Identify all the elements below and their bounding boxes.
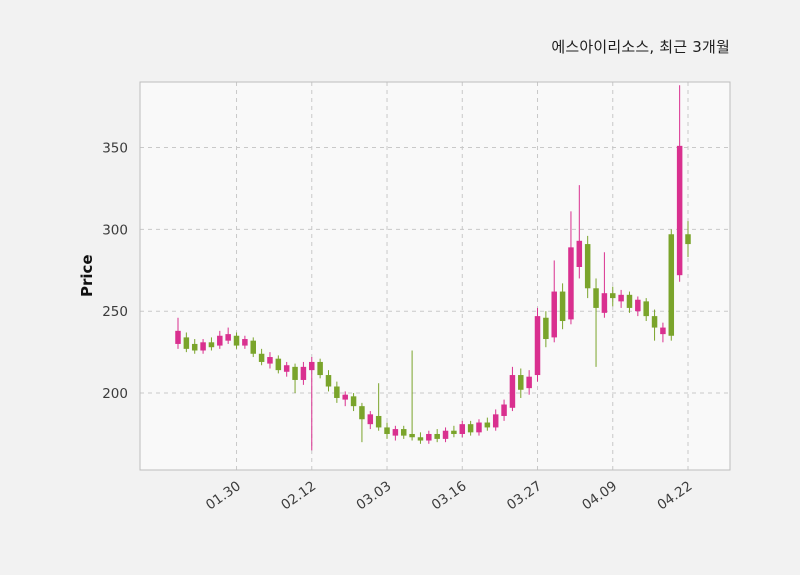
candle-body (233, 335, 240, 346)
candle-body (576, 240, 583, 267)
candle-body (309, 361, 315, 371)
candle-body (526, 376, 532, 389)
candle-body (668, 234, 675, 336)
candle-body (601, 293, 608, 313)
candle-body (350, 396, 357, 407)
plot-border (139, 81, 731, 471)
candle-body (660, 327, 666, 335)
candle-body (375, 415, 382, 428)
candle-body (258, 353, 265, 362)
candle-body (492, 414, 499, 428)
y-tick-label: 200 (102, 386, 128, 402)
candle-body (183, 337, 190, 349)
candle-body (250, 340, 256, 354)
candle-body (509, 375, 516, 408)
candle-body (543, 317, 549, 340)
candle-body (208, 342, 215, 348)
x-tick-label: 02.12 (278, 478, 319, 513)
candle-body (292, 366, 298, 380)
candle-body (568, 247, 574, 320)
candle-body (651, 316, 658, 328)
candle-body (384, 427, 390, 434)
x-tick-label: 04.22 (654, 478, 695, 513)
candle-body (676, 145, 683, 276)
y-tick-label: 350 (102, 140, 128, 156)
candle-body (317, 361, 323, 376)
candle-body (610, 293, 616, 299)
candle-body (534, 316, 541, 376)
candle-body (551, 291, 557, 338)
candle-body (325, 375, 332, 387)
candle-body (334, 386, 340, 398)
candle-body (200, 342, 206, 351)
candle-body (518, 375, 524, 390)
y-tick-label: 300 (102, 222, 128, 238)
candle-body (275, 358, 282, 371)
candle-body (392, 429, 399, 436)
candle-body (217, 335, 223, 346)
candle-body (459, 424, 466, 434)
y-tick-label: 250 (102, 304, 128, 320)
candle-body (434, 433, 440, 439)
candle-body (242, 339, 248, 346)
candle-body (451, 430, 457, 434)
candle-body (359, 406, 365, 420)
candle-body (175, 330, 181, 344)
candle-body (467, 424, 474, 433)
candle-body (342, 394, 348, 400)
candle-body (417, 437, 424, 441)
candle-body (559, 291, 566, 322)
candle-body (400, 429, 407, 436)
candle-body (476, 422, 482, 433)
x-tick-label: 03.27 (504, 478, 545, 513)
candle-body (643, 301, 649, 317)
x-tick-label: 04.09 (579, 478, 620, 513)
x-tick-label: 03.16 (429, 478, 470, 513)
candle-body (191, 343, 198, 351)
plot-area (140, 82, 730, 470)
chart-title: 에스아이리소스, 최근 3개월 (551, 38, 730, 56)
candle-body (300, 366, 307, 380)
candle-body (593, 288, 599, 308)
candle-body (409, 433, 415, 438)
candle-body (685, 234, 691, 245)
candle-body (626, 294, 633, 308)
candle-body (584, 244, 591, 289)
candle-body (367, 414, 374, 425)
candle-body (225, 334, 231, 341)
candle-body (442, 430, 449, 439)
candle-body (484, 422, 491, 428)
x-tick-label: 01.30 (203, 478, 244, 513)
candle-body (635, 299, 641, 312)
candle-body (426, 433, 432, 441)
candle-body (501, 404, 507, 416)
candle-body (267, 357, 273, 364)
candle-body (283, 365, 290, 372)
candle-body (618, 294, 624, 302)
x-tick-label: 03.03 (353, 478, 394, 513)
